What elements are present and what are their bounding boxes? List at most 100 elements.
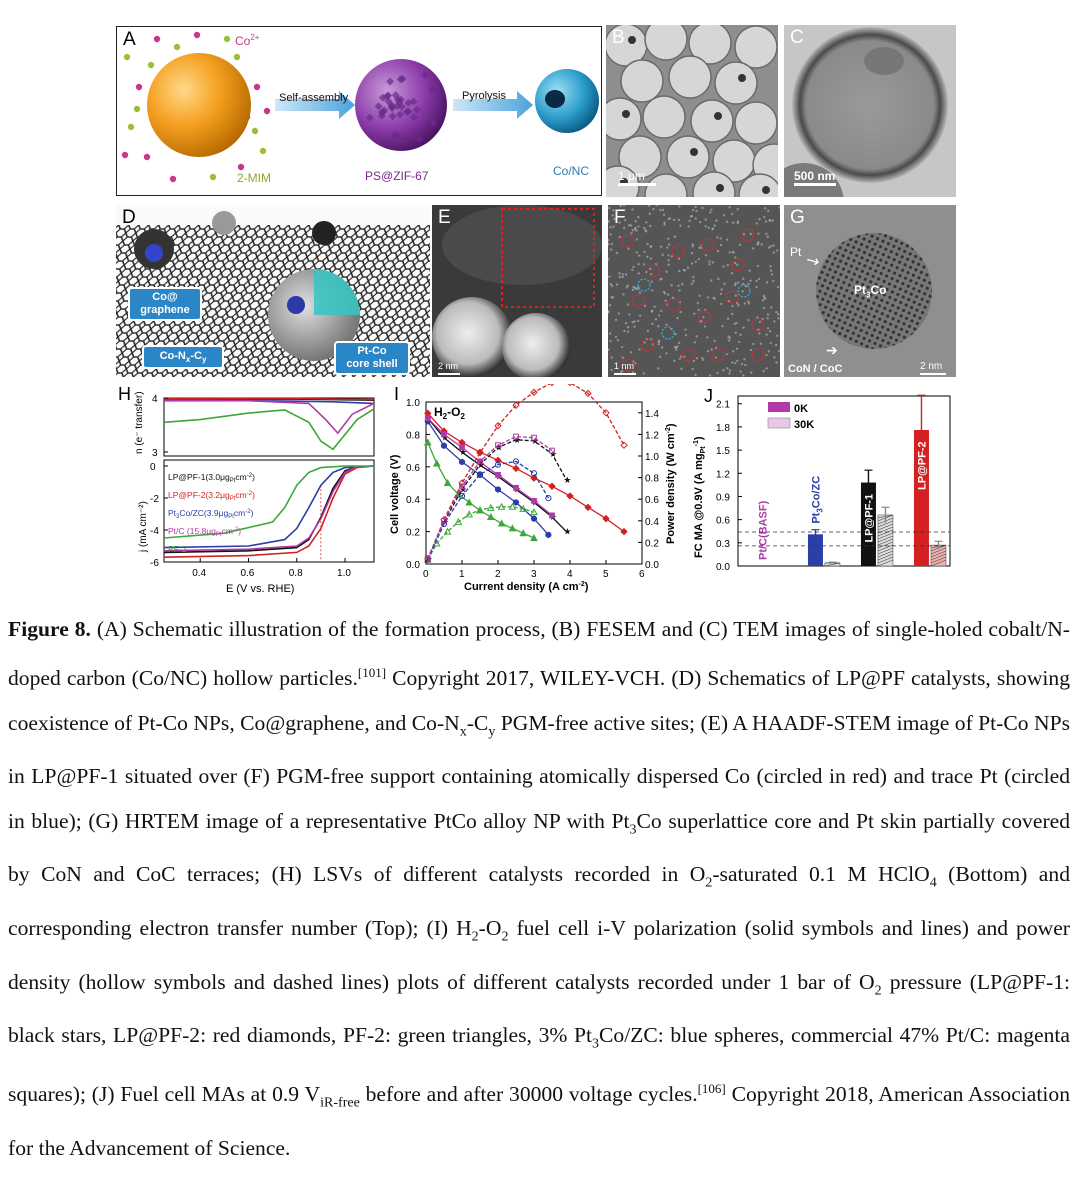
legend-part: PF-2: [168, 544, 187, 554]
ytick-left: 0.6: [406, 463, 420, 474]
speck: [720, 302, 723, 306]
speck: [749, 232, 753, 236]
speck: [612, 209, 615, 212]
speck: [769, 265, 772, 268]
speck: [747, 302, 751, 305]
speck: [755, 222, 759, 225]
xtick: 2: [495, 569, 501, 580]
marker-Pt/C: [513, 433, 519, 440]
speck: [772, 279, 775, 283]
speck: [632, 285, 635, 289]
speck: [637, 262, 640, 266]
speck: [638, 314, 642, 317]
speck: [635, 238, 639, 241]
speck: [744, 363, 747, 367]
speck: [643, 250, 646, 253]
ytick: 1.5: [716, 446, 730, 457]
speck: [665, 323, 668, 326]
speck: [667, 243, 671, 246]
speck: [734, 294, 738, 297]
atomic-image: [608, 205, 780, 377]
marker-PF-2: [465, 498, 474, 506]
speck: [719, 292, 723, 296]
speck: [666, 246, 669, 249]
facet: [393, 131, 402, 140]
speck: [650, 310, 654, 313]
speck: [649, 245, 653, 248]
label-part: -1: [693, 440, 700, 446]
marker-PF-2: [486, 503, 495, 511]
marker-Pt/C: [477, 458, 483, 465]
speck: [757, 242, 760, 245]
speck: [643, 304, 647, 308]
speck: [694, 205, 697, 209]
xtick: 1.0: [337, 568, 351, 579]
speck: [642, 372, 645, 375]
speck: [629, 351, 633, 354]
speck: [627, 247, 630, 250]
scale-label: 500 nm: [794, 169, 836, 183]
voltage-line-LP@PF-2: [427, 412, 625, 533]
speck: [749, 279, 752, 282]
speck: [762, 369, 765, 373]
speck: [732, 221, 735, 224]
speck: [722, 265, 725, 268]
speck: [642, 263, 646, 266]
marker-PF-2: [497, 519, 506, 527]
dot: [253, 83, 261, 91]
legend-part: cm: [235, 490, 246, 500]
speck: [777, 349, 780, 353]
facet: [386, 77, 395, 86]
speck: [608, 310, 610, 313]
label-product: Co/NC: [553, 164, 589, 178]
speck: [728, 251, 731, 254]
speck: [701, 358, 705, 362]
speck: [726, 238, 729, 241]
speck: [614, 318, 618, 322]
marker-Pt/C: [531, 434, 537, 441]
speck: [646, 255, 649, 259]
red-circle: [631, 294, 645, 308]
marker-Pt/C: [549, 447, 555, 454]
speck: [663, 292, 667, 295]
panel-g-hrtem: G Pt ↘ Pt3Co ➔ CoN / CoC 2 nm: [784, 205, 956, 377]
sphere: [668, 55, 712, 99]
speck: [696, 301, 699, 305]
marker-Pt3Co/ZC: [494, 461, 502, 468]
speck: [768, 219, 771, 222]
marker-Pt3Co/ZC: [545, 495, 552, 502]
marker-LP@PF-2: [602, 409, 610, 417]
hole: [716, 184, 724, 192]
speck: [623, 329, 626, 333]
category-label: Pt/C(BASF): [757, 500, 769, 560]
legend-part: -2: [245, 509, 251, 515]
marker-PF-2: [443, 527, 452, 535]
hole: [738, 74, 746, 82]
red-circle: [621, 358, 635, 372]
label-part: Current density (A cm: [464, 581, 579, 593]
speck: [663, 223, 666, 226]
y-axis-label: FC MA @0.9V (A mgPt-1): [693, 436, 707, 558]
speck: [612, 225, 615, 229]
panel-label: D: [122, 207, 136, 228]
speck: [636, 287, 639, 291]
sphere: [644, 173, 688, 197]
dot: [251, 127, 259, 135]
facet: [387, 102, 396, 111]
speck: [742, 233, 746, 236]
speck: [752, 342, 755, 346]
ytick-right: 1.0: [645, 452, 659, 463]
speck: [634, 220, 637, 223]
marker-LP@PF-1: ★: [563, 475, 571, 485]
speck: [706, 336, 709, 339]
legend-part: ): [252, 472, 255, 482]
speck: [735, 347, 739, 350]
speck: [734, 331, 737, 334]
dot: [153, 35, 161, 43]
speck: [749, 348, 753, 352]
speck: [677, 257, 681, 260]
speck: [706, 296, 710, 299]
speck: [654, 318, 658, 321]
speck: [611, 284, 614, 288]
speck: [699, 220, 702, 224]
